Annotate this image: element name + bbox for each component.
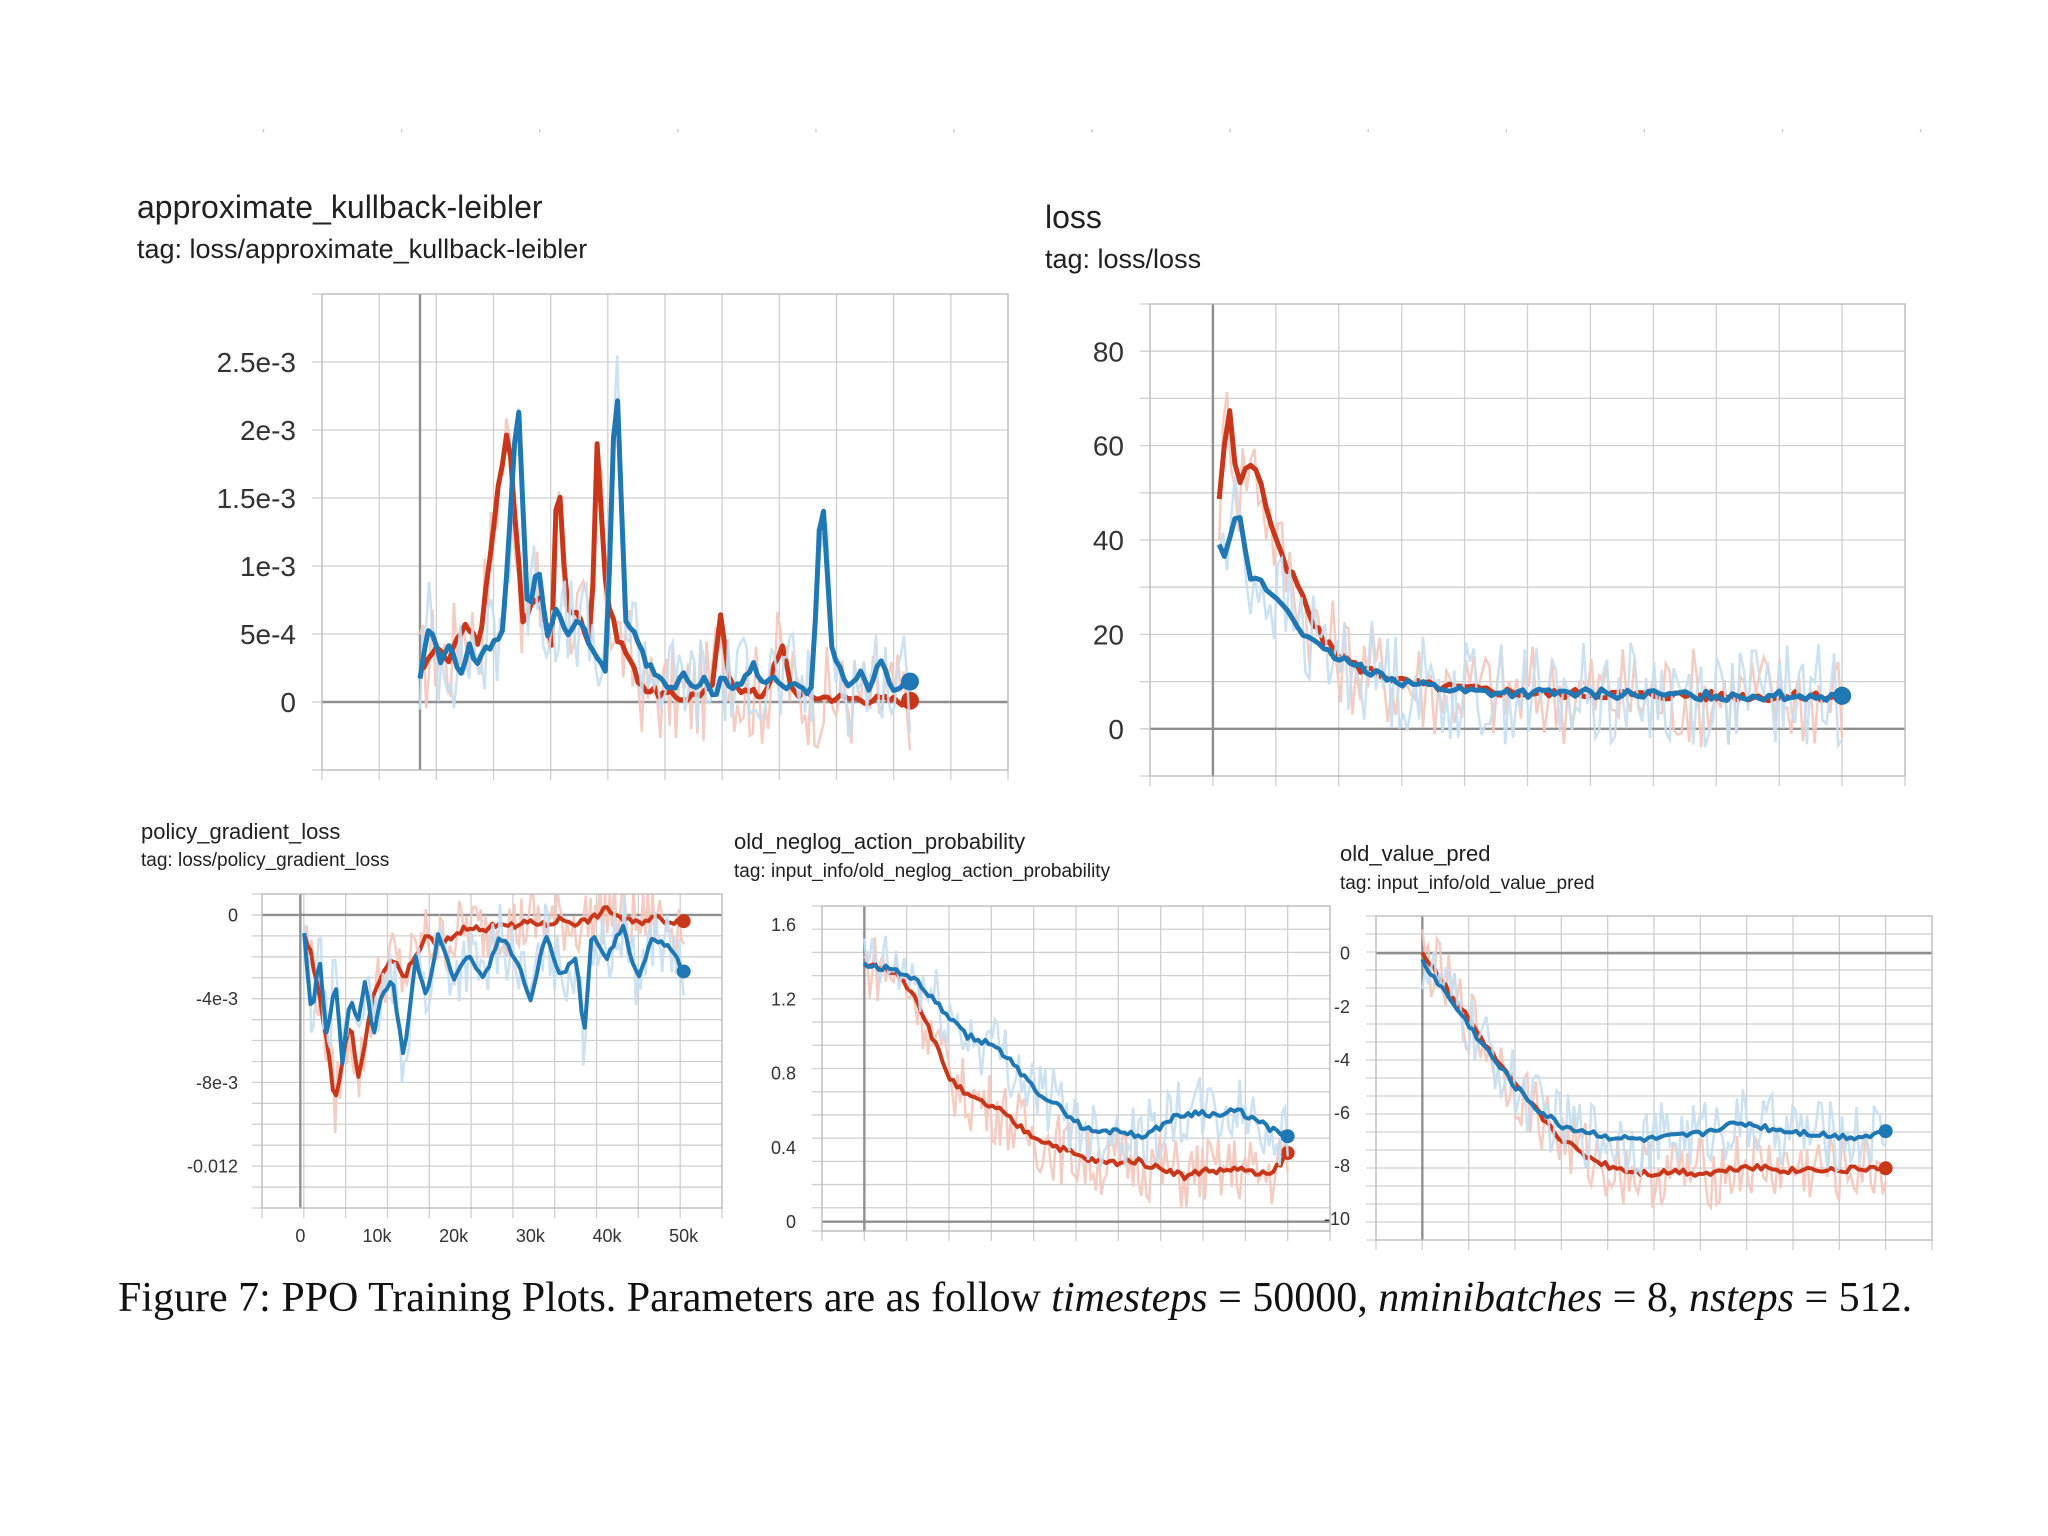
plot-area: 0 5e-4 1e-3 1.5e-3 2e-3 2.5e-3 (217, 293, 1009, 780)
chart-subtitle: tag: input_info/old_value_pred (1340, 873, 1595, 894)
x-tick-label: 20k (439, 1226, 469, 1246)
caption-var-timesteps: timesteps (1051, 1275, 1208, 1321)
y-tick-label: 0 (228, 905, 238, 925)
y-tick-label: 80 (1093, 336, 1124, 367)
y-tick-label: -4 (1334, 1050, 1350, 1070)
plot-frame (1149, 303, 1906, 777)
y-tick-label: 20 (1093, 619, 1124, 650)
series-end-point-blue (1833, 686, 1852, 705)
y-tick-label: -8 (1334, 1156, 1350, 1176)
plot-frame (321, 293, 1009, 771)
series-line-blue (302, 923, 686, 1066)
series-end-point-blue (901, 672, 919, 691)
x-tick-label: 30k (516, 1226, 546, 1246)
y-tick-label: 2e-3 (240, 415, 296, 446)
chart-title: policy_gradient_loss (141, 819, 340, 844)
series-raw-blue (1217, 476, 1844, 750)
y-tick-label: 40 (1093, 525, 1124, 556)
chart-old-neglog-action-probability: old_neglog_action_probability tag: input… (734, 829, 1331, 1241)
caption-eq-nminibatches: = 8, (1602, 1275, 1689, 1321)
caption-prefix: Figure 7: PPO Training Plots. Parameters… (118, 1275, 1052, 1321)
caption-eq-nsteps: = 512. (1793, 1275, 1913, 1321)
series-end-point-red (1878, 1161, 1893, 1176)
y-tick-label: 0.4 (771, 1138, 796, 1158)
series-line-blue (1216, 515, 1844, 703)
chart-title: old_value_pred (1340, 841, 1490, 866)
chart-old-value-pred: old_value_pred tag: input_info/old_value… (1324, 841, 1933, 1250)
caption-var-nsteps: nsteps (1688, 1275, 1794, 1321)
chart-title: old_neglog_action_probability (734, 829, 1025, 854)
chart-subtitle: tag: loss/loss (1045, 244, 1201, 274)
plot-area: 0 -2 -4 -6 -8 -10 (1324, 915, 1933, 1250)
y-tick-label: 2.5e-3 (217, 347, 296, 378)
series-raw-blue (863, 936, 1289, 1168)
y-tick-label: 1.6 (771, 915, 796, 935)
chart-policy-gradient-loss: policy_gradient_loss tag: loss/policy_gr… (141, 819, 723, 1246)
series-line-red (1420, 951, 1887, 1178)
chart-title: loss (1045, 199, 1102, 235)
caption-var-nminibatches: nminibatches (1378, 1275, 1603, 1321)
plot-area: 0 -4e-3 -8e-3 -0.012 0 10k 20k 30k 40k 50k (187, 893, 723, 1246)
x-tick-label: 10k (362, 1226, 392, 1246)
y-tick-label: 1.2 (771, 989, 796, 1009)
caption-eq-timesteps: = 50000, (1207, 1275, 1379, 1321)
series-raw-blue (302, 896, 685, 1083)
series-line-blue (862, 961, 1289, 1140)
plot-frame (821, 905, 1331, 1232)
y-tick-label: -2 (1334, 997, 1350, 1017)
x-tick-label: 40k (592, 1226, 622, 1246)
chart-loss: loss tag: loss/loss 0 20 40 60 80 (1045, 199, 1906, 786)
y-tick-label: 0 (786, 1212, 796, 1232)
series-end-point-blue (1878, 1124, 1893, 1139)
y-tick-label: 1.5e-3 (217, 483, 296, 514)
y-tick-label: 60 (1093, 431, 1124, 462)
x-tick-label: 50k (669, 1226, 699, 1246)
y-tick-label: -10 (1324, 1209, 1350, 1229)
series-end-point-red (676, 914, 691, 929)
plot-frame (261, 893, 723, 1209)
series-raw-blue (1421, 950, 1887, 1179)
y-tick-label: 0 (280, 687, 296, 718)
y-tick-label: 1e-3 (240, 551, 296, 582)
series-raw-red (1421, 929, 1887, 1211)
chart-approximate-kullback-leibler: approximate_kullback-leibler tag: loss/a… (137, 189, 1009, 780)
chart-subtitle: tag: loss/approximate_kullback-leibler (137, 234, 587, 264)
y-tick-label: -6 (1334, 1103, 1350, 1123)
y-tick-label: 0 (1108, 714, 1124, 745)
plot-area: 0 20 40 60 80 (1093, 303, 1906, 786)
top-dots: ' ' ' ' ' ' ' ' ' ' ' ' ' (262, 127, 1922, 144)
chart-subtitle: tag: loss/policy_gradient_loss (141, 850, 389, 871)
plot-frame (1375, 915, 1933, 1241)
y-tick-label: 5e-4 (240, 619, 296, 650)
series-line-blue (1420, 958, 1887, 1143)
y-tick-label: 0.8 (771, 1064, 796, 1084)
series-line-red (863, 961, 1289, 1182)
series-end-point-blue (1280, 1129, 1295, 1144)
y-tick-label: 0 (1340, 944, 1350, 964)
chart-title: approximate_kullback-leibler (137, 189, 543, 225)
y-tick-label: -0.012 (187, 1157, 238, 1177)
series-end-point-red (901, 691, 919, 710)
y-tick-label: -8e-3 (196, 1073, 238, 1093)
y-tick-label: -4e-3 (196, 989, 238, 1009)
series-end-point-blue (676, 964, 691, 979)
chart-subtitle: tag: input_info/old_neglog_action_probab… (734, 861, 1111, 882)
figure-caption: Figure 7: PPO Training Plots. Parameters… (118, 1272, 1948, 1324)
plot-area: 0 0.4 0.8 1.2 1.6 (771, 905, 1331, 1241)
x-tick-label: 0 (295, 1226, 305, 1246)
series-line-blue (417, 398, 911, 698)
